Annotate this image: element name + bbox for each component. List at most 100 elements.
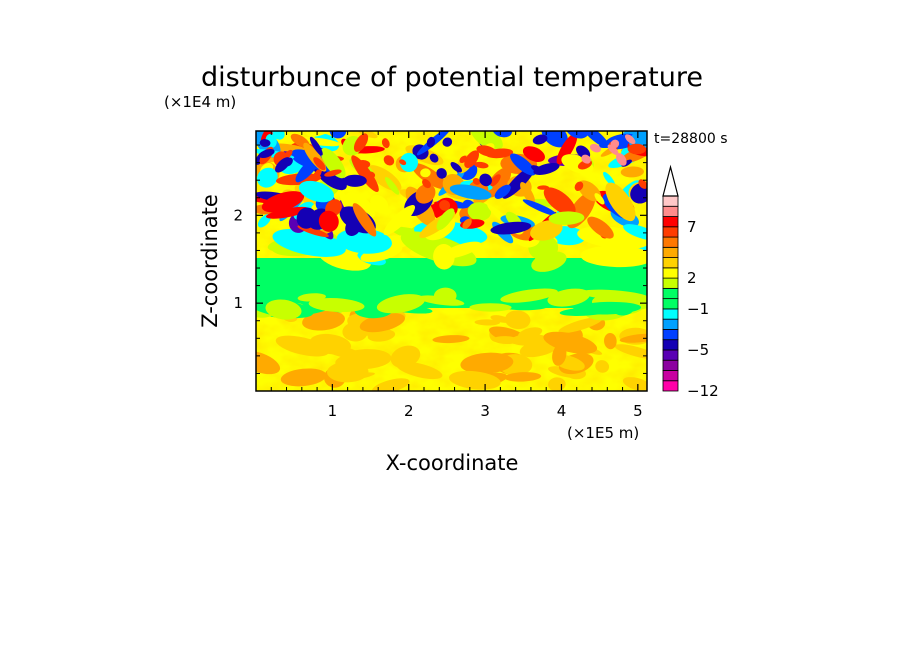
field-contour-blob [436, 208, 455, 231]
x-tick-label: 1 [328, 402, 338, 420]
field-contour-blob [265, 299, 302, 320]
field-contour-blob [385, 177, 400, 195]
field-contour-blob [376, 294, 425, 314]
field-contour-blob [432, 335, 470, 344]
field-contour-blob [353, 133, 369, 152]
field-contour-blob [324, 169, 342, 177]
field-contour-blob [605, 182, 636, 222]
field-contour-blob [436, 168, 447, 179]
field-contour-blob [556, 133, 578, 165]
field-contour-blob [625, 134, 636, 145]
field-contour-blob [450, 161, 462, 173]
field-contour-blob [302, 310, 345, 331]
colorbar-tick-label: 2 [687, 269, 697, 287]
field-contour-blob [396, 361, 443, 380]
colorbar-swatch [662, 318, 679, 330]
x-tick-label: 4 [557, 402, 567, 420]
field-contour-blob [531, 165, 544, 173]
field-contour-blob [275, 157, 291, 173]
field-contour-blob [604, 332, 617, 350]
field-contour-blob [372, 378, 410, 391]
field-contour-blob [490, 174, 501, 187]
field-contour-blob [500, 288, 558, 303]
field-contour-blob [587, 216, 614, 239]
field-contour-blob [429, 153, 439, 163]
field-contour-blob [530, 220, 563, 241]
colorbar-tick-label: −5 [687, 341, 709, 359]
field-contour-blob [318, 210, 339, 232]
y-unit-label: (×1E4 m) [164, 93, 236, 111]
field-contour-blob [620, 166, 644, 178]
colorbar-swatch [662, 380, 679, 392]
field-contour-blob [610, 139, 620, 149]
field-contour-blob [638, 179, 647, 189]
field-contour-blob [355, 159, 371, 169]
field-contour-blob [417, 295, 465, 306]
field-contour-blob [492, 131, 512, 138]
field-contour-blob [399, 152, 419, 172]
field-contour-blob [595, 360, 610, 373]
field-contour-blob [614, 344, 647, 360]
colorbar-swatch [662, 257, 679, 269]
colorbar-swatch [662, 359, 679, 371]
field-contour-blob [258, 148, 275, 159]
field-contour-blob [493, 336, 520, 345]
field-contour-blob [356, 131, 378, 139]
x-tick-label: 5 [633, 402, 643, 420]
plot-frame [255, 130, 648, 392]
x-axis-label: X-coordinate [386, 451, 519, 475]
field-contour-blob [537, 185, 550, 190]
colorbar-swatch [662, 226, 679, 238]
field-contour-blob [462, 218, 472, 229]
chart-title: disturbunce of potential temperature [201, 62, 703, 93]
field-contour-blob [616, 153, 627, 166]
field-contour-blob [282, 149, 293, 161]
field-contour-blob [370, 194, 389, 214]
field-contour-blob [607, 144, 619, 156]
field-contour-blob [574, 181, 584, 191]
field-contour-blob [531, 251, 567, 272]
field-contour-blob [490, 221, 532, 235]
field-contour-blob [420, 168, 431, 178]
field-contour-blob [459, 155, 468, 164]
field-contour-blob [594, 193, 605, 205]
field-contour-blob [619, 333, 647, 343]
field-contour-blob [613, 302, 634, 316]
field-contour-blob [543, 187, 576, 216]
field-contour-blob [360, 244, 403, 263]
field-contour-blob [589, 143, 602, 153]
field-contour-blob [543, 331, 598, 354]
field-contour-blob [460, 352, 514, 374]
colorbar-swatch [662, 287, 679, 300]
field-contour-blob [257, 167, 278, 188]
field-contour-blob [565, 131, 590, 139]
x-tick-label: 2 [404, 402, 414, 420]
colorbar-swatch [662, 370, 679, 382]
field-contour-blob [504, 372, 542, 382]
field-contour-blob [520, 181, 536, 205]
colorbar-swatch [662, 195, 679, 207]
field-contour-blob [479, 173, 492, 187]
field-contour-blob [422, 179, 431, 189]
field-contour-blob [581, 154, 591, 164]
field-contour-blob [259, 139, 271, 147]
field-contour-blob [439, 199, 451, 211]
field-contour-blob [352, 203, 377, 237]
field-contour-blob [485, 167, 512, 198]
field-contour-blob [272, 131, 285, 140]
colorbar-swatch [662, 246, 679, 258]
field-contour-blob [326, 361, 369, 383]
field-contour-blob [256, 350, 281, 375]
field-contour-blob [356, 294, 384, 313]
colorbar-swatch [662, 236, 679, 248]
field-contour-blob [464, 150, 479, 168]
colorbar-swatch [662, 339, 679, 351]
field-contour-blob [580, 245, 647, 268]
field-contour-blob [504, 310, 531, 330]
field-contour-blob [547, 288, 590, 307]
colorbar-swatch [662, 349, 679, 361]
field-contour-blob [559, 307, 610, 317]
colorbar: −12−5−127 [662, 164, 719, 400]
x-unit-label: (×1E5 m) [567, 424, 639, 442]
